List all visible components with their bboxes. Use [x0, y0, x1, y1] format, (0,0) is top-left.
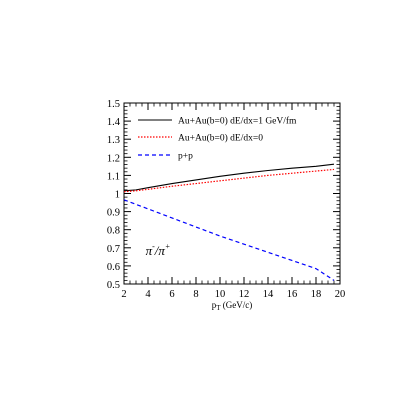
series-line-2: [123, 168, 335, 193]
data-series: [123, 163, 335, 281]
series-line-3: [123, 199, 335, 281]
x-tick-label: 4: [145, 289, 151, 300]
x-tick-label: 8: [193, 289, 198, 300]
x-axis-label-units: (GeV/c): [221, 300, 253, 310]
x-tick-label: 10: [215, 289, 226, 300]
x-tick-label: 16: [287, 289, 298, 300]
annotation-pi-plus: /π: [154, 243, 166, 258]
ratio-annotation: π-/π+: [146, 242, 171, 258]
annotation-plus-sup: +: [165, 242, 170, 251]
x-tick-label: 6: [169, 289, 174, 300]
axis-ticks: [123, 102, 341, 285]
x-tick-label: 12: [239, 289, 250, 300]
legend: Au+Au(b=0) dE/dx=1 GeV/fm Au+Au(b=0) dE/d…: [138, 116, 297, 162]
y-tick-label: 0.7: [107, 244, 120, 255]
x-axis-label: pT (GeV/c): [212, 300, 253, 312]
annotation-minus-sup: -: [152, 242, 155, 251]
y-tick-label: 1.2: [107, 153, 120, 164]
y-tick-label: 1.1: [107, 171, 120, 182]
y-tick-label: 1.3: [107, 135, 120, 146]
y-tick-label: 1.5: [107, 99, 120, 110]
y-tick-label: 0.6: [107, 262, 120, 273]
series-line-1: [123, 163, 335, 192]
y-tick-label: 0.5: [107, 280, 120, 291]
axis-tick-labels: 2 4 6 8 10 12 14 16 18 20 0.5 0.6 0.7 0.8 0.9 1 1.1 1.2 1.…: [107, 99, 345, 300]
legend-label-1: Au+Au(b=0) dE/dx=1 GeV/fm: [178, 116, 297, 127]
legend-label-2: Au+Au(b=0) dE/dx=0: [178, 133, 263, 144]
x-tick-label: 20: [335, 289, 346, 300]
x-tick-label: 14: [263, 289, 274, 300]
x-axis-label-subscript: T: [216, 304, 221, 312]
y-tick-label: 0.8: [107, 226, 120, 237]
y-tick-label: 1.4: [107, 117, 121, 128]
x-tick-label: 18: [311, 289, 322, 300]
x-axis-label-main: p: [212, 300, 217, 310]
legend-label-3: p+p: [178, 152, 193, 162]
y-tick-label: 0.9: [107, 208, 120, 219]
x-tick-label: 2: [121, 289, 126, 300]
annotation-pi-minus: π: [146, 243, 153, 258]
y-tick-label: 1: [115, 190, 120, 201]
